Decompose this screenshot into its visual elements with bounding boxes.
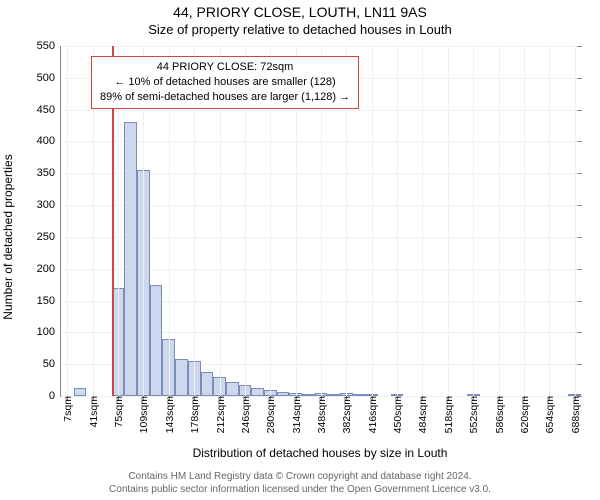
histogram-bar xyxy=(175,359,188,396)
gridline-v xyxy=(422,46,423,396)
ytick-label: 550 xyxy=(37,40,61,52)
gridline-v xyxy=(473,46,474,396)
xtick-label: 552sqm xyxy=(466,396,480,433)
xtick-label: 620sqm xyxy=(517,396,531,433)
ytick-mark xyxy=(577,173,582,174)
xtick-label: 688sqm xyxy=(568,396,582,433)
ytick-mark xyxy=(577,301,582,302)
ytick-mark xyxy=(577,332,582,333)
plot-area: 0501001502002503003504004505005507sqm41s… xyxy=(60,46,581,397)
footer-attribution: Contains HM Land Registry data © Crown c… xyxy=(0,470,600,496)
xtick-label: 7sqm xyxy=(60,396,74,422)
ytick-mark xyxy=(577,110,582,111)
ytick-mark xyxy=(577,46,582,47)
ytick-mark xyxy=(577,364,582,365)
chart-title: 44, PRIORY CLOSE, LOUTH, LN11 9AS xyxy=(0,4,600,20)
histogram-bar xyxy=(150,285,163,396)
histogram-bar xyxy=(353,394,366,396)
info-line-2: ← 10% of detached houses are smaller (12… xyxy=(100,75,350,90)
ytick-label: 50 xyxy=(43,358,61,370)
chart-container: 44, PRIORY CLOSE, LOUTH, LN11 9AS Size o… xyxy=(0,0,600,500)
ytick-mark xyxy=(577,237,582,238)
ytick-label: 100 xyxy=(37,326,61,338)
ytick-label: 300 xyxy=(37,199,61,211)
xtick-label: 143sqm xyxy=(162,396,176,433)
histogram-bar xyxy=(302,394,315,396)
ytick-label: 250 xyxy=(37,231,61,243)
gridline-v xyxy=(524,46,525,396)
xtick-label: 484sqm xyxy=(415,396,429,433)
xtick-label: 314sqm xyxy=(289,396,303,433)
xtick-label: 654sqm xyxy=(542,396,556,433)
ytick-label: 450 xyxy=(37,104,61,116)
xtick-label: 212sqm xyxy=(213,396,227,433)
xtick-label: 41sqm xyxy=(86,396,100,428)
ytick-mark xyxy=(577,78,582,79)
histogram-bar xyxy=(251,388,264,396)
xtick-label: 280sqm xyxy=(263,396,277,433)
info-line-3: 89% of semi-detached houses are larger (… xyxy=(100,90,350,105)
gridline-v xyxy=(448,46,449,396)
xtick-label: 246sqm xyxy=(238,396,252,433)
histogram-bar xyxy=(201,372,214,396)
xtick-label: 518sqm xyxy=(441,396,455,433)
info-box: 44 PRIORY CLOSE: 72sqm ← 10% of detached… xyxy=(91,56,359,109)
ytick-label: 200 xyxy=(37,263,61,275)
chart-subtitle: Size of property relative to detached ho… xyxy=(0,22,600,37)
xtick-label: 109sqm xyxy=(136,396,150,433)
gridline-v xyxy=(67,46,68,396)
histogram-bar xyxy=(226,382,239,396)
xtick-label: 348sqm xyxy=(314,396,328,433)
gridline-v xyxy=(499,46,500,396)
ytick-label: 500 xyxy=(37,72,61,84)
gridline-v xyxy=(575,46,576,396)
footer-line-1: Contains HM Land Registry data © Crown c… xyxy=(0,470,600,483)
x-axis-label: Distribution of detached houses by size … xyxy=(60,446,580,460)
xtick-label: 416sqm xyxy=(365,396,379,433)
footer-line-2: Contains public sector information licen… xyxy=(0,483,600,496)
gridline-v xyxy=(372,46,373,396)
y-axis-label: Number of detached properties xyxy=(1,154,15,319)
histogram-bar xyxy=(277,392,290,396)
ytick-mark xyxy=(577,269,582,270)
xtick-label: 75sqm xyxy=(111,396,125,428)
info-line-1: 44 PRIORY CLOSE: 72sqm xyxy=(100,60,350,75)
histogram-bar xyxy=(124,122,137,396)
xtick-label: 178sqm xyxy=(187,396,201,433)
gridline-v xyxy=(397,46,398,396)
gridline-v xyxy=(549,46,550,396)
ytick-label: 350 xyxy=(37,167,61,179)
ytick-label: 400 xyxy=(37,135,61,147)
xtick-label: 382sqm xyxy=(339,396,353,433)
ytick-mark xyxy=(577,205,582,206)
xtick-label: 450sqm xyxy=(390,396,404,433)
ytick-mark xyxy=(577,141,582,142)
histogram-bar xyxy=(74,388,87,396)
ytick-label: 150 xyxy=(37,295,61,307)
xtick-label: 586sqm xyxy=(492,396,506,433)
